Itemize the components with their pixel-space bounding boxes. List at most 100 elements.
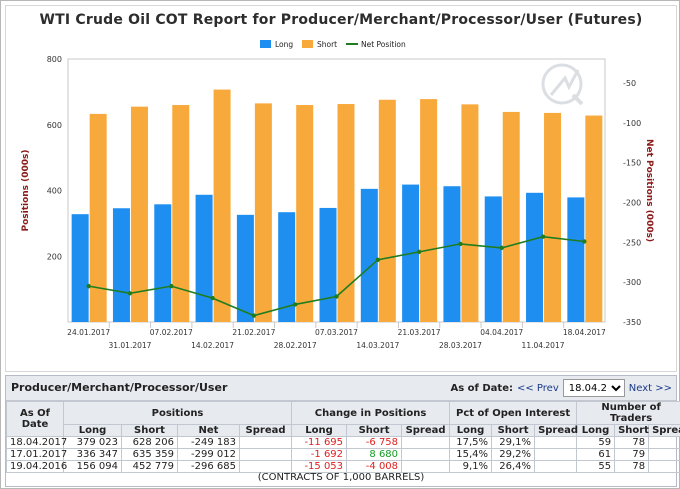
- short-bar: [296, 105, 314, 323]
- cot-table: As Of Date Positions Change in Positions…: [6, 401, 680, 473]
- long-bar: [319, 207, 337, 322]
- short-bar: [337, 104, 355, 322]
- chart-container: WTI Crude Oil COT Report for Producer/Me…: [5, 5, 677, 372]
- cell-net: -249 183: [177, 436, 240, 449]
- short-bar: [130, 106, 148, 322]
- cell-pct-short: 29,1%: [491, 436, 536, 449]
- short-bar: [172, 105, 190, 323]
- cell-spread: [238, 448, 293, 461]
- col-header: Spread: [238, 424, 293, 437]
- net-position-point: [292, 302, 298, 307]
- net-position-point: [334, 294, 339, 299]
- long-bar: [154, 204, 172, 322]
- cell-traders-spread: [648, 460, 680, 473]
- cell-traders-long: 59: [576, 436, 616, 449]
- row-date: 17.01.2017: [6, 448, 67, 461]
- cell-traders-spread: [648, 436, 680, 449]
- col-header: Long: [63, 424, 122, 437]
- col-header: Long: [449, 424, 493, 437]
- cell-traders-short: 79: [614, 448, 650, 461]
- x-tick-label: 28.02.2017: [274, 341, 317, 350]
- x-tick-label: 04.04.2017: [480, 328, 523, 337]
- cell-net: -299 012: [177, 448, 240, 461]
- cot-data-panel: Producer/Merchant/Processor/User As of D…: [5, 375, 680, 487]
- positions-header: Positions: [62, 401, 293, 425]
- cell-chg-spread: [401, 448, 451, 461]
- pct-header: Pct of Open Interest: [449, 401, 578, 425]
- y-right-tick-label: -50: [623, 79, 636, 88]
- long-bar: [112, 208, 130, 322]
- y-tick-label: 200: [47, 252, 62, 261]
- traders-header: Number of Traders: [576, 401, 680, 425]
- long-bar: [278, 212, 296, 322]
- cell-traders-short: 78: [614, 460, 650, 473]
- y-right-tick-label: -200: [623, 198, 641, 207]
- net-position-point: [375, 257, 381, 263]
- net-position-point: [582, 239, 587, 244]
- cell-long: 156 094: [63, 460, 122, 473]
- short-bar: [254, 103, 272, 322]
- cell-chg-long: -15 053: [291, 460, 348, 473]
- y-right-tick-label: -100: [623, 119, 641, 128]
- long-bar: [195, 194, 213, 322]
- short-bar: [502, 111, 520, 323]
- col-header: Net: [177, 424, 240, 437]
- cot-chart: 200 400 600 800 -50 -100 -150 -200 -250 -300 -350 2…: [21, 40, 654, 350]
- cell-traders-short: 78: [614, 436, 650, 449]
- x-tick-label: 07.03.2017: [315, 328, 358, 337]
- cell-traders-spread: [648, 448, 680, 461]
- y-tick-label: 600: [47, 121, 62, 130]
- long-bar: [71, 214, 89, 322]
- net-position-point: [169, 283, 174, 289]
- legend-label: Long: [275, 40, 293, 49]
- legend-label: Net Position: [361, 40, 406, 49]
- y-right-tick-label: -350: [623, 318, 641, 327]
- cell-chg-long: -11 695: [291, 436, 348, 449]
- cell-chg-short: 8 680: [346, 448, 403, 461]
- chart-title: WTI Crude Oil COT Report for Producer/Me…: [39, 12, 643, 28]
- long-bar: [567, 197, 585, 322]
- y-right-tick-label: -250: [623, 238, 641, 247]
- table-sub-header-row: Long Short Net Spread Long Short Spread …: [7, 424, 680, 437]
- short-bar: [461, 104, 479, 323]
- table-row: 19.04.2016 156 094 452 779 -296 685 -15 …: [6, 460, 680, 473]
- prev-date-link[interactable]: << Prev: [517, 382, 559, 394]
- as-of-date-header: As Of Date: [6, 401, 64, 437]
- cell-net: -296 685: [177, 460, 240, 473]
- net-position-point: [86, 283, 91, 289]
- col-header: Short: [491, 424, 536, 437]
- cell-pct-spread: [534, 436, 578, 449]
- short-bar: [89, 113, 107, 323]
- x-tick-label: 14.03.2017: [356, 341, 399, 350]
- short-bar: [544, 112, 562, 322]
- cell-pct-short: 26,4%: [491, 460, 536, 473]
- y-right-axis-title: Net Positions (000s): [644, 139, 654, 242]
- x-tick-label: 14.02.2017: [191, 341, 234, 350]
- y-tick-label: 800: [47, 55, 62, 64]
- date-select[interactable]: 18.04.2017: [562, 379, 625, 397]
- short-bar: [213, 89, 231, 322]
- cell-pct-long: 17,5%: [449, 436, 493, 449]
- cell-long: 379 023: [63, 436, 122, 449]
- change-header: Change in Positions: [291, 401, 451, 425]
- cell-traders-long: 55: [576, 460, 616, 473]
- cell-chg-long: -1 692: [291, 448, 348, 461]
- cell-short: 452 779: [121, 460, 178, 473]
- cell-short: 635 359: [121, 448, 178, 461]
- net-position-point: [540, 234, 546, 239]
- cell-short: 628 206: [121, 436, 178, 449]
- cell-pct-long: 9,1%: [449, 460, 493, 473]
- panel-title: Producer/Merchant/Processor/User: [11, 381, 228, 394]
- legend-label: Short: [317, 40, 337, 49]
- cell-pct-spread: [534, 460, 578, 473]
- next-date-link[interactable]: Next >>: [628, 382, 672, 394]
- net-position-point: [416, 249, 422, 255]
- long-bar: [360, 188, 378, 322]
- date-navigator: As of Date: << Prev 18.04.2017 Next >>: [451, 379, 672, 397]
- row-date: 18.04.2017: [6, 436, 67, 449]
- contracts-footnote: (CONTRACTS OF 1,000 BARRELS): [257, 472, 425, 483]
- cell-spread: [238, 460, 293, 473]
- net-position-point: [210, 295, 215, 301]
- x-tick-label: 18.04.2017: [563, 328, 606, 337]
